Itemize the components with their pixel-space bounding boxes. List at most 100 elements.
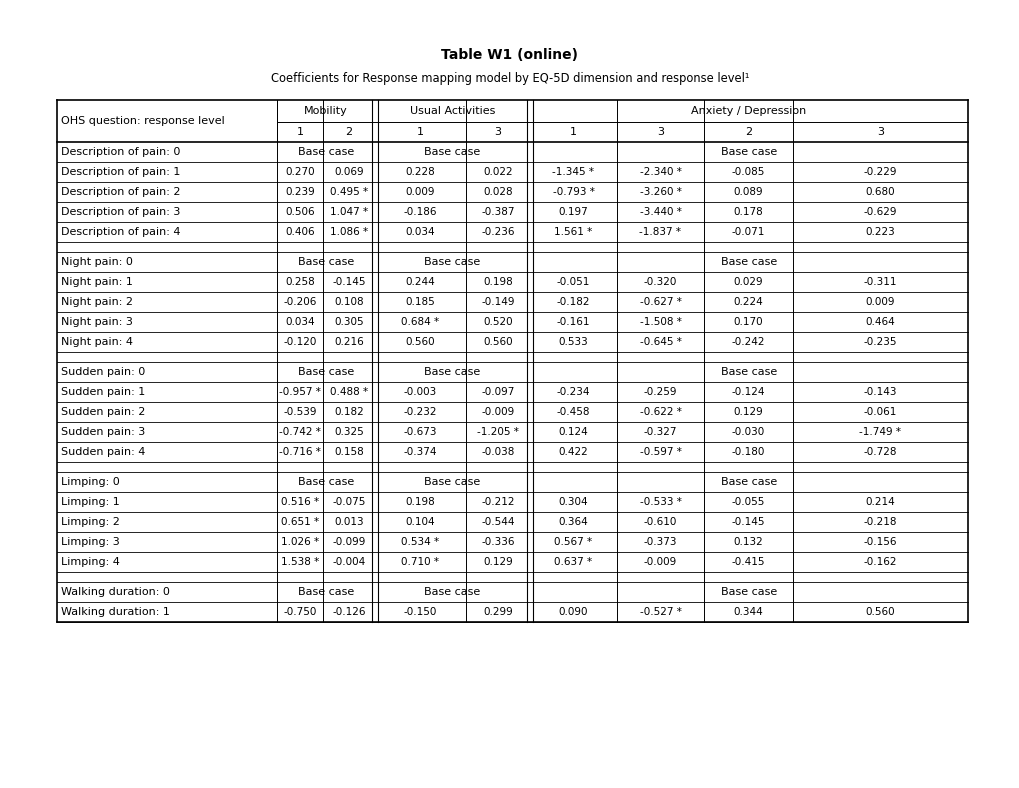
Text: -0.097: -0.097 bbox=[481, 387, 515, 397]
Text: 0.224: 0.224 bbox=[733, 297, 762, 307]
Text: 0.364: 0.364 bbox=[558, 517, 588, 527]
Text: Base case: Base case bbox=[720, 147, 776, 157]
Text: -0.055: -0.055 bbox=[731, 497, 764, 507]
Text: -0.597 *: -0.597 * bbox=[639, 447, 681, 457]
Text: 3: 3 bbox=[494, 127, 501, 137]
Text: 0.223: 0.223 bbox=[865, 227, 895, 237]
Text: -0.539: -0.539 bbox=[283, 407, 317, 417]
Text: -0.242: -0.242 bbox=[731, 337, 764, 347]
Text: -0.126: -0.126 bbox=[332, 607, 366, 617]
Text: -0.627 *: -0.627 * bbox=[639, 297, 681, 307]
Text: 0.069: 0.069 bbox=[334, 167, 364, 177]
Text: -0.212: -0.212 bbox=[481, 497, 515, 507]
Text: 0.029: 0.029 bbox=[733, 277, 762, 287]
Text: 1.561 *: 1.561 * bbox=[554, 227, 592, 237]
Text: Base case: Base case bbox=[424, 367, 480, 377]
Text: -3.440 *: -3.440 * bbox=[639, 207, 681, 217]
Text: Night pain: 3: Night pain: 3 bbox=[61, 317, 132, 327]
Text: -0.229: -0.229 bbox=[863, 167, 897, 177]
Text: 3: 3 bbox=[876, 127, 883, 137]
Text: -0.533 *: -0.533 * bbox=[639, 497, 681, 507]
Text: -0.143: -0.143 bbox=[863, 387, 897, 397]
Text: -0.622 *: -0.622 * bbox=[639, 407, 681, 417]
Text: -0.336: -0.336 bbox=[481, 537, 515, 547]
Text: 3: 3 bbox=[656, 127, 663, 137]
Text: 1: 1 bbox=[417, 127, 424, 137]
Text: 0.009: 0.009 bbox=[406, 187, 435, 197]
Text: Base case: Base case bbox=[424, 257, 480, 267]
Text: 0.214: 0.214 bbox=[865, 497, 895, 507]
Text: -0.009: -0.009 bbox=[481, 407, 515, 417]
Text: Limping: 4: Limping: 4 bbox=[61, 557, 120, 567]
Text: -0.051: -0.051 bbox=[556, 277, 590, 287]
Text: -0.311: -0.311 bbox=[863, 277, 897, 287]
Text: Night pain: 1: Night pain: 1 bbox=[61, 277, 132, 287]
Text: -0.728: -0.728 bbox=[863, 447, 897, 457]
Text: -0.527 *: -0.527 * bbox=[639, 607, 681, 617]
Text: 0.158: 0.158 bbox=[334, 447, 364, 457]
Text: -0.629: -0.629 bbox=[863, 207, 897, 217]
Text: Base case: Base case bbox=[424, 587, 480, 597]
Text: 0.560: 0.560 bbox=[406, 337, 435, 347]
Text: -1.345 *: -1.345 * bbox=[552, 167, 594, 177]
Text: Sudden pain: 1: Sudden pain: 1 bbox=[61, 387, 145, 397]
Text: Limping: 0: Limping: 0 bbox=[61, 477, 119, 487]
Text: 0.304: 0.304 bbox=[558, 497, 588, 507]
Text: 0.028: 0.028 bbox=[483, 187, 513, 197]
Text: 0.239: 0.239 bbox=[285, 187, 315, 197]
Text: -0.156: -0.156 bbox=[863, 537, 897, 547]
Text: 0.198: 0.198 bbox=[406, 497, 435, 507]
Text: 1.047 *: 1.047 * bbox=[329, 207, 368, 217]
Text: Anxiety / Depression: Anxiety / Depression bbox=[691, 106, 806, 116]
Text: Night pain: 4: Night pain: 4 bbox=[61, 337, 132, 347]
Text: Base case: Base case bbox=[298, 147, 354, 157]
Text: 0.684 *: 0.684 * bbox=[401, 317, 439, 327]
Text: -0.186: -0.186 bbox=[404, 207, 437, 217]
Text: 0.170: 0.170 bbox=[733, 317, 762, 327]
Text: 0.560: 0.560 bbox=[865, 607, 895, 617]
Text: Description of pain: 0: Description of pain: 0 bbox=[61, 147, 180, 157]
Text: Description of pain: 1: Description of pain: 1 bbox=[61, 167, 180, 177]
Text: Sudden pain: 0: Sudden pain: 0 bbox=[61, 367, 145, 377]
Text: 0.129: 0.129 bbox=[483, 557, 513, 567]
Text: Base case: Base case bbox=[424, 147, 480, 157]
Text: -0.236: -0.236 bbox=[481, 227, 515, 237]
Text: -0.645 *: -0.645 * bbox=[639, 337, 681, 347]
Text: 0.182: 0.182 bbox=[334, 407, 364, 417]
Text: 0.305: 0.305 bbox=[334, 317, 364, 327]
Text: 0.495 *: 0.495 * bbox=[329, 187, 368, 197]
Text: Limping: 3: Limping: 3 bbox=[61, 537, 119, 547]
Text: -0.150: -0.150 bbox=[404, 607, 437, 617]
Text: 0.534 *: 0.534 * bbox=[401, 537, 439, 547]
Text: Description of pain: 2: Description of pain: 2 bbox=[61, 187, 180, 197]
Text: 0.022: 0.022 bbox=[483, 167, 513, 177]
Text: Base case: Base case bbox=[720, 257, 776, 267]
Text: Base case: Base case bbox=[720, 477, 776, 487]
Text: 1.538 *: 1.538 * bbox=[280, 557, 319, 567]
Text: 0.034: 0.034 bbox=[285, 317, 315, 327]
Text: 0.422: 0.422 bbox=[558, 447, 588, 457]
Text: -1.837 *: -1.837 * bbox=[639, 227, 681, 237]
Text: 0.560: 0.560 bbox=[483, 337, 513, 347]
Text: -2.340 *: -2.340 * bbox=[639, 167, 681, 177]
Text: -3.260 *: -3.260 * bbox=[639, 187, 681, 197]
Text: -0.124: -0.124 bbox=[731, 387, 764, 397]
Text: 0.406: 0.406 bbox=[285, 227, 315, 237]
Text: -0.544: -0.544 bbox=[481, 517, 515, 527]
Text: -0.099: -0.099 bbox=[332, 537, 366, 547]
Text: -0.957 *: -0.957 * bbox=[279, 387, 321, 397]
Text: Base case: Base case bbox=[720, 367, 776, 377]
Text: Limping: 2: Limping: 2 bbox=[61, 517, 120, 527]
Text: 0.506: 0.506 bbox=[285, 207, 315, 217]
Text: 0.464: 0.464 bbox=[865, 317, 895, 327]
Text: 0.651 *: 0.651 * bbox=[280, 517, 319, 527]
Text: 0.567 *: 0.567 * bbox=[554, 537, 592, 547]
Text: -1.749 *: -1.749 * bbox=[859, 427, 901, 437]
Text: 0.013: 0.013 bbox=[334, 517, 364, 527]
Text: -0.009: -0.009 bbox=[643, 557, 677, 567]
Text: -0.071: -0.071 bbox=[731, 227, 764, 237]
Text: Sudden pain: 3: Sudden pain: 3 bbox=[61, 427, 145, 437]
Text: -0.320: -0.320 bbox=[643, 277, 677, 287]
Text: -0.180: -0.180 bbox=[731, 447, 764, 457]
Text: Usual Activities: Usual Activities bbox=[410, 106, 494, 116]
